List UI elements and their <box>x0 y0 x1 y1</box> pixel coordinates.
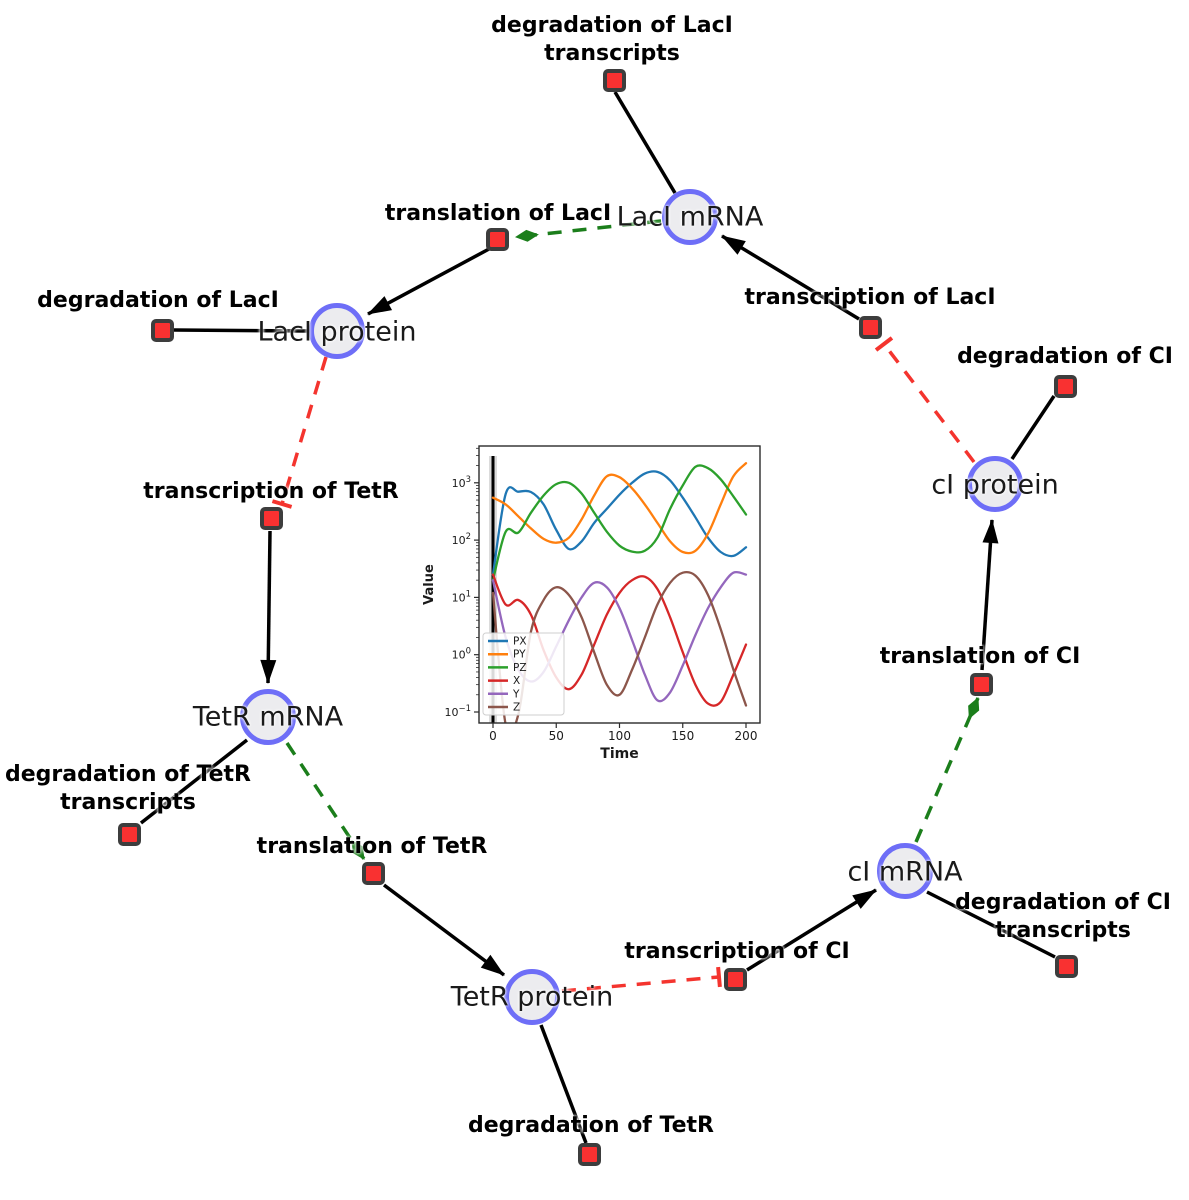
species-node-tetr-mrna <box>240 689 296 745</box>
edge-transcription-of-tetr-to-tetr-mrna <box>260 530 277 684</box>
reaction-label-translation-of-tetr: translation of TetR <box>256 834 488 859</box>
reaction-node-transcription-of-laci <box>859 316 882 339</box>
reaction-label-degradation-of-laci-transcripts: degradation of LacI transcripts <box>491 13 733 66</box>
reaction-label-transcription-of-ci: transcription of CI <box>624 939 850 964</box>
curve-X <box>491 573 748 707</box>
species-node-laci-mrna <box>662 189 718 245</box>
edge-tetr-protein-inhibits-transcription-of-ci <box>561 966 722 993</box>
reaction-node-degradation-of-ci-transcripts <box>1055 955 1078 978</box>
legend-label-PZ: PZ <box>513 662 527 674</box>
reaction-label-transcription-of-laci: transcription of LacI <box>744 285 996 310</box>
reaction-label-translation-of-ci: translation of CI <box>879 644 1081 669</box>
reaction-node-degradation-of-laci <box>151 319 174 342</box>
species-label-laci-mrna: LacI mRNA <box>616 201 764 233</box>
reaction-label-degradation-of-laci: degradation of LacI <box>37 288 279 313</box>
legend-label-Z: Z <box>513 702 520 714</box>
x-tick-label: 200 <box>735 729 758 743</box>
y-tick-label: 101 <box>452 589 471 604</box>
edge-ci-mrna-modifies-translation-of-ci <box>914 697 980 843</box>
reaction-node-degradation-of-tetr <box>578 1143 601 1166</box>
legend-label-X: X <box>513 675 520 687</box>
species-label-ci-mrna: cI mRNA <box>847 856 963 888</box>
x-axis-label: Time <box>600 746 638 762</box>
reaction-node-degradation-of-tetr-transcripts <box>118 823 141 846</box>
edge-laci-protein-to-degradation-of-laci <box>173 328 312 333</box>
legend-label-PX: PX <box>513 636 527 648</box>
reaction-label-degradation-of-tetr: degradation of TetR <box>467 1113 715 1138</box>
y-tick-label: 103 <box>452 475 471 490</box>
reaction-label-translation-of-laci: translation of LacI <box>384 201 612 226</box>
species-label-ci-protein: cI protein <box>931 469 1059 501</box>
y-tick-label: 10−1 <box>444 704 471 719</box>
legend-label-Y: Y <box>512 688 520 700</box>
x-tick-label: 100 <box>608 729 631 743</box>
species-node-ci-protein <box>967 456 1023 512</box>
curve-PX <box>491 470 748 576</box>
edge-tetr-mrna-to-degradation-of-tetr-transcripts <box>139 738 249 825</box>
legend-label-PY: PY <box>513 649 526 661</box>
edge-ci-protein-to-degradation-of-ci <box>1010 395 1056 460</box>
species-label-laci-protein: LacI protein <box>257 316 417 348</box>
species-label-tetr-protein: TetR protein <box>450 981 614 1013</box>
y-tick-label: 102 <box>452 532 471 547</box>
edge-translation-of-laci-to-laci-protein <box>367 247 490 316</box>
curve-PZ <box>491 464 748 582</box>
reaction-label-degradation-of-tetr-transcripts: degradation of TetR transcripts <box>4 762 252 815</box>
reaction-node-translation-of-laci <box>486 228 509 251</box>
species-node-laci-protein <box>309 303 365 359</box>
edge-transcription-of-laci-to-laci-mrna <box>721 234 860 321</box>
edge-laci-protein-inhibits-transcription-of-tetr <box>271 356 328 509</box>
edge-transcription-of-ci-to-ci-mrna <box>746 888 877 972</box>
x-tick-label: 0 <box>489 729 497 743</box>
reaction-node-transcription-of-tetr <box>260 507 283 530</box>
reaction-node-degradation-of-ci <box>1054 375 1077 398</box>
reaction-node-degradation-of-laci-transcripts <box>603 69 626 92</box>
reaction-node-transcription-of-ci <box>724 968 747 991</box>
edge-tetr-protein-to-degradation-of-tetr <box>539 1024 588 1144</box>
edge-translation-of-tetr-to-tetr-protein <box>382 883 506 977</box>
species-label-tetr-mrna: TetR mRNA <box>192 701 344 733</box>
edge-ci-mrna-to-degradation-of-ci-transcripts <box>926 890 1056 959</box>
curve-PY <box>491 462 748 555</box>
x-tick-label: 150 <box>671 729 694 743</box>
reaction-node-translation-of-ci <box>970 673 993 696</box>
x-tick-label: 50 <box>549 729 564 743</box>
species-node-tetr-protein <box>504 969 560 1025</box>
edge-translation-of-ci-to-ci-protein <box>980 519 999 671</box>
reaction-node-translation-of-tetr <box>362 862 385 885</box>
reaction-label-degradation-of-ci: degradation of CI <box>957 344 1173 369</box>
edge-laci-mrna-to-degradation-of-laci-transcripts <box>613 91 677 194</box>
reaction-label-transcription-of-tetr: transcription of TetR <box>143 479 399 504</box>
species-node-ci-mrna <box>877 843 933 899</box>
reaction-label-degradation-of-ci-transcripts: degradation of CI transcripts <box>955 890 1171 943</box>
y-tick-label: 100 <box>452 647 471 662</box>
y-axis-label: Value <box>422 564 437 605</box>
